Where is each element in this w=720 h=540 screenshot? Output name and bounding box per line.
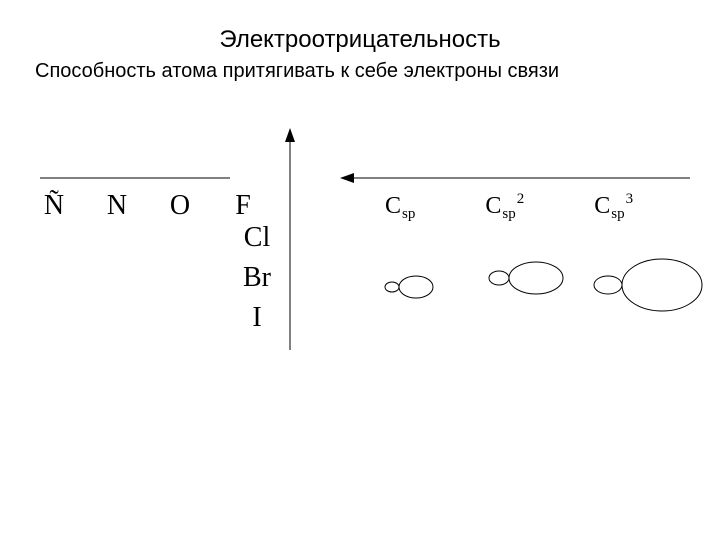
right-arrowhead-icon [340, 173, 354, 183]
diagram-svg [0, 0, 720, 540]
orbital-shape-sp [385, 276, 433, 298]
orbital-shape-sp3 [594, 259, 702, 311]
orbital-shape-sp2 [489, 262, 563, 294]
vertical-arrowhead-icon [285, 128, 295, 142]
